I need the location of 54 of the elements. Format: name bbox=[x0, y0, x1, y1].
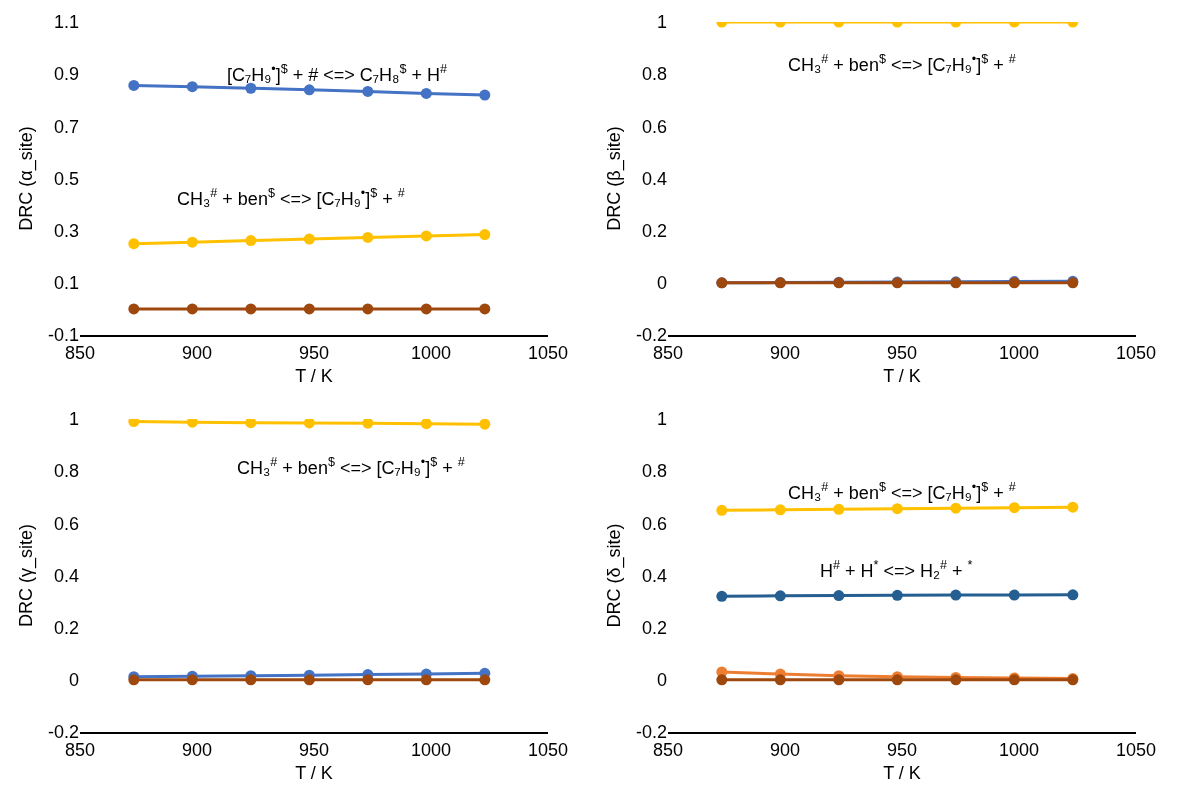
y-tick-label: 0.2 bbox=[641, 617, 667, 638]
y-tick-label: 1.1 bbox=[53, 12, 79, 33]
y-tick-label: 0.5 bbox=[53, 168, 79, 189]
x-tick-label: 1050 bbox=[1115, 739, 1157, 760]
annotation: H$^{#}$ + H$^{*}$ <=> H₂$^{#}$ + $^{*}$ bbox=[820, 558, 973, 581]
x-tick-label: 900 bbox=[181, 739, 213, 760]
y-tick-label: 0.1 bbox=[53, 273, 79, 294]
y-tick-label: 0.8 bbox=[641, 461, 667, 482]
y-tick-label: 0.8 bbox=[53, 461, 79, 482]
x-tick-label: 1050 bbox=[527, 342, 569, 363]
y-axis-title: DRC (γ_site) bbox=[16, 523, 38, 628]
y-tick-label: 0.4 bbox=[53, 565, 79, 586]
y-tick-label: 0.6 bbox=[53, 513, 79, 534]
text: CH₃$^{#}$ + ben$^{$}$ <=> [C₇H₉$^{•}$]$^{$}$ + $^{#}$ bbox=[177, 186, 405, 209]
x-axis-title: T / K bbox=[295, 763, 333, 784]
x-tick-label: 950 bbox=[886, 342, 918, 363]
x-tick-label: 900 bbox=[181, 342, 213, 363]
y-tick-label: 0.2 bbox=[53, 617, 79, 638]
y-tick-label: 0.9 bbox=[53, 64, 79, 85]
y-tick-label: 1 bbox=[68, 409, 79, 430]
x-tick-label: 1050 bbox=[1115, 342, 1157, 363]
text: CH₃$^{#}$ + ben$^{$}$ <=> [C₇H₉$^{•}$]$^{$}$ + $^{#}$ bbox=[788, 52, 1016, 75]
y-tick-label: 1 bbox=[656, 409, 667, 430]
x-tick-label: 1000 bbox=[998, 739, 1040, 760]
y-tick-label: 0.3 bbox=[53, 220, 79, 241]
x-tick-label: 950 bbox=[298, 342, 330, 363]
y-tick-label: 0 bbox=[656, 670, 667, 691]
y-tick-label: 0.4 bbox=[641, 565, 667, 586]
x-tick-label: 1000 bbox=[410, 342, 452, 363]
x-axis-title: T / K bbox=[883, 763, 921, 784]
y-tick-label: 0.6 bbox=[641, 513, 667, 534]
y-tick-label: 0.2 bbox=[641, 220, 667, 241]
x-tick-label: 900 bbox=[769, 739, 801, 760]
y-tick-label: 0.6 bbox=[641, 116, 667, 137]
x-tick-label: 1000 bbox=[410, 739, 452, 760]
x-tick-label: 950 bbox=[886, 739, 918, 760]
y-tick-label: 1 bbox=[656, 12, 667, 33]
x-axis-title: T / K bbox=[295, 366, 333, 387]
x-tick-label: 1050 bbox=[527, 739, 569, 760]
y-tick-label: 0.8 bbox=[641, 64, 667, 85]
x-tick-label: 900 bbox=[769, 342, 801, 363]
y-axis-title: DRC (δ_site) bbox=[604, 523, 626, 628]
x-tick-label: 950 bbox=[298, 739, 330, 760]
text: CH₃$^{#}$ + ben$^{$}$ <=> [C₇H₉$^{•}$]$^{$}$ + $^{#}$ bbox=[237, 455, 465, 478]
x-tick-label: 1000 bbox=[998, 342, 1040, 363]
y-tick-label: 0 bbox=[656, 273, 667, 294]
x-axis-title: T / K bbox=[883, 366, 921, 387]
annotation: [C₇H₉$^{•}$]$^{$}$ + # <=> C₇H₈$^{$}$ + H$^{#}$ bbox=[227, 62, 448, 85]
y-tick-label: 0 bbox=[68, 670, 79, 691]
y-tick-label: 0.4 bbox=[641, 168, 667, 189]
y-axis-title: DRC (α_site) bbox=[16, 126, 38, 231]
y-axis-title: DRC (β_site) bbox=[604, 126, 626, 231]
y-tick-label: 0.7 bbox=[53, 116, 79, 137]
text: CH₃$^{#}$ + ben$^{$}$ <=> [C₇H₉$^{•}$]$^{$}$ + $^{#}$ bbox=[788, 480, 1016, 503]
